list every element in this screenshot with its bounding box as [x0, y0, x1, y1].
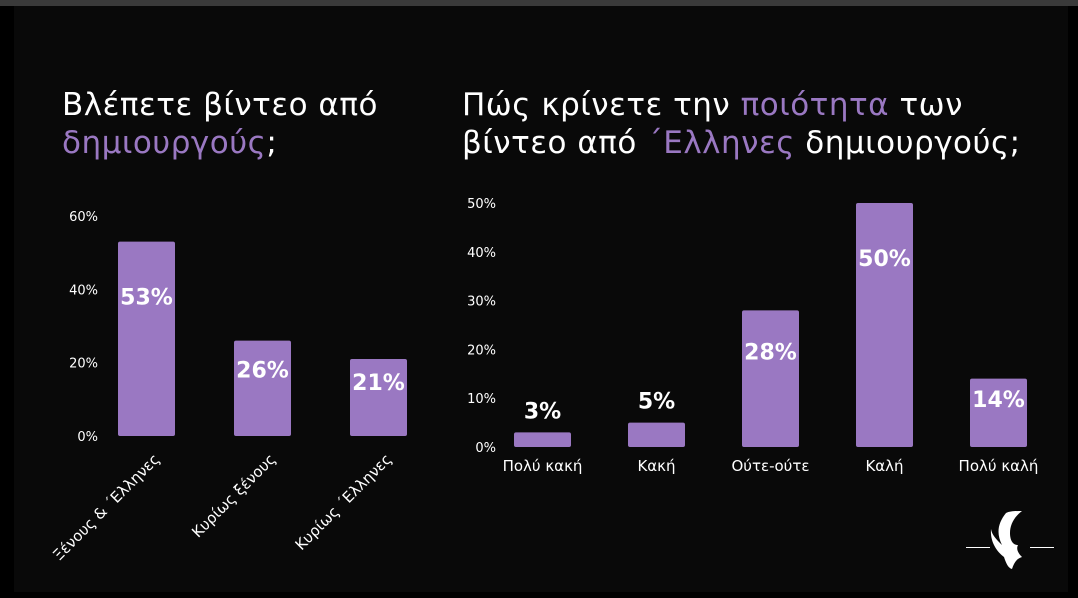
- logo-line-right: [1030, 547, 1054, 548]
- right-category-label: Καλή: [865, 457, 903, 475]
- right-bar: [628, 422, 685, 447]
- right-title-line1-b: των: [889, 87, 963, 123]
- left-title-end: ;: [266, 125, 278, 161]
- right-title-line1-a: Πώς κρίνετε την: [462, 87, 741, 123]
- left-category-label: Κυρίως ξένους: [188, 450, 279, 541]
- left-data-label: 26%: [236, 358, 289, 383]
- right-category-label: Πολύ κακή: [503, 457, 583, 475]
- left-y-tick-label: 0%: [77, 430, 98, 445]
- right-title-accent-greeks: ΄Ελληνες: [647, 125, 795, 161]
- right-bar: [856, 203, 913, 447]
- right-y-tick-label: 40%: [467, 246, 496, 261]
- left-data-label: 21%: [352, 371, 405, 396]
- logo: [966, 505, 1056, 575]
- right-y-tick-label: 0%: [475, 441, 496, 456]
- right-category-label: Κακή: [637, 457, 675, 475]
- right-y-tick-label: 30%: [467, 295, 496, 310]
- left-bar: [234, 340, 291, 436]
- left-category-label: Κυρίως ΄Ελληνες: [292, 450, 396, 554]
- left-y-tick-label: 40%: [69, 283, 98, 298]
- right-bar: [970, 378, 1027, 447]
- left-bar: [118, 241, 175, 436]
- left-bar: [350, 359, 407, 436]
- left-title-line1: Βλέπετε βίντεο από: [62, 87, 378, 123]
- left-y-tick-label: 20%: [69, 357, 98, 372]
- right-data-label: 14%: [972, 388, 1025, 413]
- right-data-label: 28%: [744, 340, 797, 365]
- left-y-tick-label: 60%: [69, 210, 98, 225]
- right-bar: [742, 310, 799, 447]
- right-chart-title: Πώς κρίνετε την ποιότητα των βίντεο από …: [462, 86, 1021, 162]
- right-category-label: Πολύ καλή: [959, 457, 1039, 475]
- top-bar: [0, 0, 1078, 6]
- left-title-accent: δημιουργούς: [62, 125, 267, 161]
- left-category-label: Ξένους & ΄Ελληνες: [49, 450, 163, 564]
- right-category-label: Ούτε-ούτε: [731, 457, 809, 475]
- left-chart-title: Βλέπετε βίντεο από δημιουργούς;: [62, 86, 378, 162]
- left-data-label: 53%: [120, 286, 173, 311]
- right-y-tick-label: 10%: [467, 392, 496, 407]
- right-title-accent-quality: ποιότητα: [740, 87, 890, 123]
- right-bar: [514, 432, 571, 447]
- logo-line-left: [966, 547, 990, 548]
- right-data-label: 5%: [638, 390, 675, 415]
- right-y-tick-label: 20%: [467, 343, 496, 358]
- right-title-line2-b: δημιουργούς;: [794, 125, 1021, 161]
- right-y-tick-label: 50%: [467, 197, 496, 212]
- right-data-label: 50%: [858, 247, 911, 272]
- wing-head-logo-icon: [990, 511, 1022, 569]
- right-title-line2-a: βίντεο από: [462, 125, 648, 161]
- right-data-label: 3%: [524, 399, 561, 424]
